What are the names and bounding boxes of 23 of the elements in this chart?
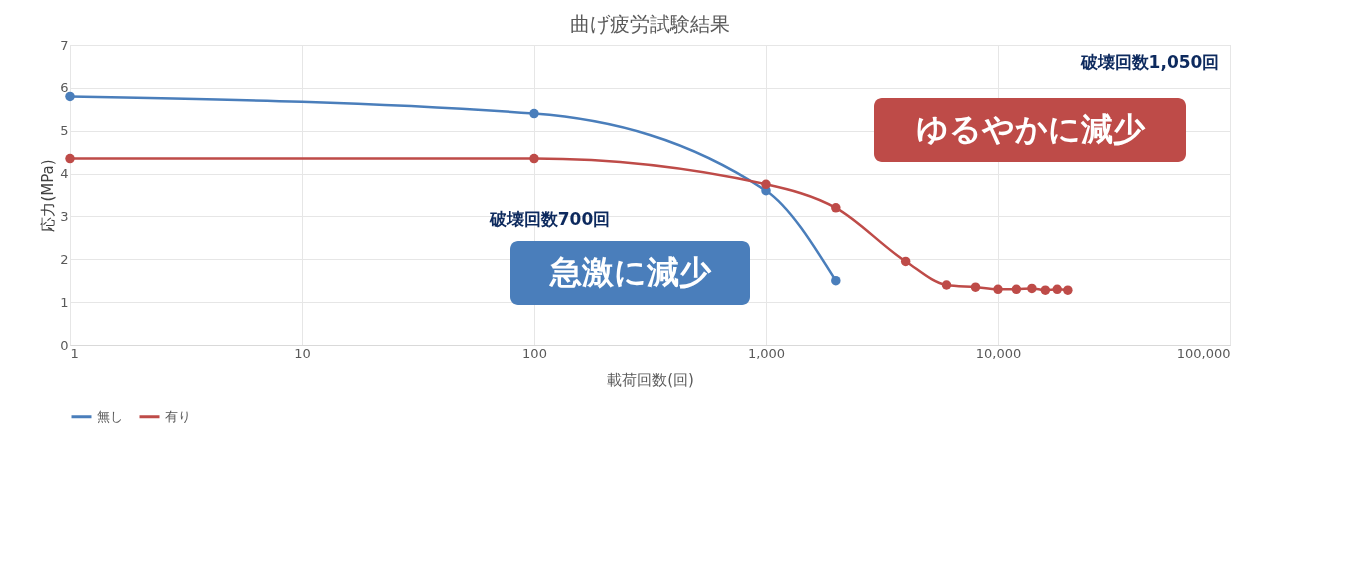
x-tick-label: 100 [522,345,547,361]
y-tick-label: 0 [60,337,69,353]
chart-title: 曲げ疲労試験結果 [570,12,730,36]
annotation: 破壊回数1,050回 [1079,52,1220,72]
annotation: ゆるやかに減少 [915,110,1146,148]
y-tick-label: 5 [60,123,69,139]
annotation: 急激に減少 [547,253,712,291]
y-tick-label: 3 [60,208,69,224]
annotation: 破壊回数700回 [488,209,611,229]
x-tick-label: 10 [294,345,311,361]
y-tick-label: 2 [60,251,69,267]
y-tick-label: 1 [60,294,69,310]
x-tick-label: 1,000 [747,345,786,361]
y-tick-label: 4 [60,166,69,182]
x-tick-label: 1 [70,345,79,361]
legend-label: 無し [97,408,123,424]
x-tick-label: 10,000 [975,345,1022,361]
y-tick-label: 7 [60,37,69,53]
y-axis-title: 応力(MPa) [39,159,58,232]
x-axis-title: 載荷回数(回) [607,370,694,389]
x-tick-label: 100,000 [1176,345,1231,361]
legend-label: 有り [165,408,191,424]
y-tick-label: 6 [60,80,69,96]
